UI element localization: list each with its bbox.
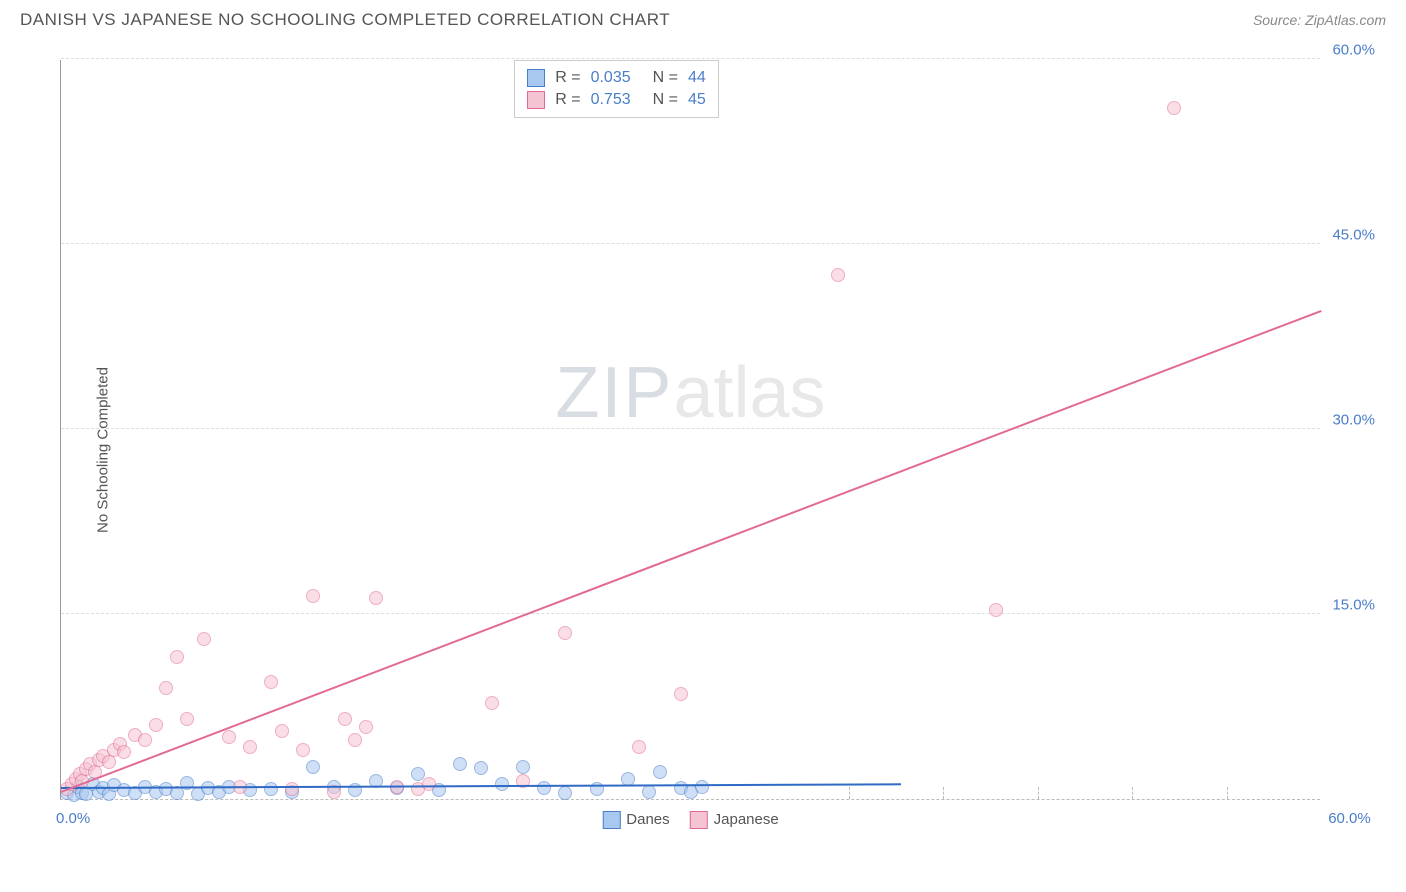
scatter-point bbox=[138, 733, 152, 747]
scatter-point bbox=[285, 782, 299, 796]
x-minor-tick bbox=[849, 787, 850, 799]
chart-title: DANISH VS JAPANESE NO SCHOOLING COMPLETE… bbox=[20, 10, 670, 30]
stats-legend: R = 0.035 N = 44 R = 0.753 N = 45 bbox=[514, 60, 719, 118]
legend-swatch bbox=[690, 811, 708, 829]
stats-r-value: 0.035 bbox=[591, 69, 631, 87]
scatter-point bbox=[558, 786, 572, 800]
stats-r-label: R = bbox=[555, 69, 580, 87]
stats-row: R = 0.753 N = 45 bbox=[527, 89, 706, 111]
scatter-point bbox=[306, 760, 320, 774]
stats-row: R = 0.035 N = 44 bbox=[527, 67, 706, 89]
stats-r-label: R = bbox=[555, 91, 580, 109]
stats-n-label: N = bbox=[653, 91, 678, 109]
scatter-point bbox=[537, 781, 551, 795]
scatter-point bbox=[264, 782, 278, 796]
scatter-point bbox=[348, 733, 362, 747]
scatter-point bbox=[197, 632, 211, 646]
trend-line bbox=[61, 310, 1322, 793]
scatter-point bbox=[159, 681, 173, 695]
stats-n-value: 44 bbox=[688, 69, 706, 87]
scatter-point bbox=[474, 761, 488, 775]
gridline bbox=[61, 613, 1320, 614]
scatter-point bbox=[296, 743, 310, 757]
scatter-point bbox=[558, 626, 572, 640]
x-minor-tick bbox=[1038, 787, 1039, 799]
scatter-point bbox=[369, 591, 383, 605]
legend-label: Japanese bbox=[714, 811, 779, 828]
scatter-point bbox=[170, 650, 184, 664]
scatter-point bbox=[264, 675, 278, 689]
scatter-point bbox=[306, 589, 320, 603]
scatter-point bbox=[180, 712, 194, 726]
y-tick-label: 45.0% bbox=[1332, 227, 1375, 244]
scatter-point bbox=[516, 760, 530, 774]
chart-container: No Schooling Completed ZIPatlas 15.0%30.… bbox=[50, 50, 1380, 850]
gridline bbox=[61, 243, 1320, 244]
legend-item: Japanese bbox=[690, 811, 779, 829]
scatter-point bbox=[359, 720, 373, 734]
scatter-point bbox=[422, 777, 436, 791]
scatter-point bbox=[275, 724, 289, 738]
gridline bbox=[61, 428, 1320, 429]
scatter-point bbox=[642, 785, 656, 799]
scatter-point bbox=[831, 268, 845, 282]
watermark: ZIPatlas bbox=[555, 352, 825, 434]
y-tick-label: 15.0% bbox=[1332, 597, 1375, 614]
scatter-point bbox=[243, 740, 257, 754]
series-legend: Danes Japanese bbox=[602, 811, 778, 829]
scatter-point bbox=[453, 757, 467, 771]
plot-area: ZIPatlas 15.0%30.0%45.0%60.0%0.0%60.0%R … bbox=[60, 60, 1320, 800]
x-tick-label: 60.0% bbox=[1328, 810, 1371, 827]
gridline bbox=[61, 58, 1320, 59]
chart-source: Source: ZipAtlas.com bbox=[1253, 12, 1386, 28]
legend-swatch bbox=[527, 69, 545, 87]
legend-item: Danes bbox=[602, 811, 669, 829]
stats-r-value: 0.753 bbox=[591, 91, 631, 109]
x-minor-tick bbox=[1132, 787, 1133, 799]
scatter-point bbox=[117, 745, 131, 759]
scatter-point bbox=[653, 765, 667, 779]
stats-n-value: 45 bbox=[688, 91, 706, 109]
scatter-point bbox=[102, 755, 116, 769]
scatter-point bbox=[149, 718, 163, 732]
legend-swatch bbox=[602, 811, 620, 829]
x-minor-tick bbox=[943, 787, 944, 799]
scatter-point bbox=[632, 740, 646, 754]
legend-swatch bbox=[527, 91, 545, 109]
scatter-point bbox=[222, 730, 236, 744]
scatter-point bbox=[338, 712, 352, 726]
scatter-point bbox=[695, 780, 709, 794]
scatter-point bbox=[674, 687, 688, 701]
stats-n-label: N = bbox=[653, 69, 678, 87]
x-tick-label: 0.0% bbox=[56, 810, 90, 827]
scatter-point bbox=[989, 603, 1003, 617]
y-tick-label: 60.0% bbox=[1332, 42, 1375, 59]
scatter-point bbox=[1167, 101, 1181, 115]
scatter-point bbox=[485, 696, 499, 710]
legend-label: Danes bbox=[626, 811, 669, 828]
y-tick-label: 30.0% bbox=[1332, 412, 1375, 429]
chart-header: DANISH VS JAPANESE NO SCHOOLING COMPLETE… bbox=[0, 0, 1406, 35]
x-minor-tick bbox=[1227, 787, 1228, 799]
